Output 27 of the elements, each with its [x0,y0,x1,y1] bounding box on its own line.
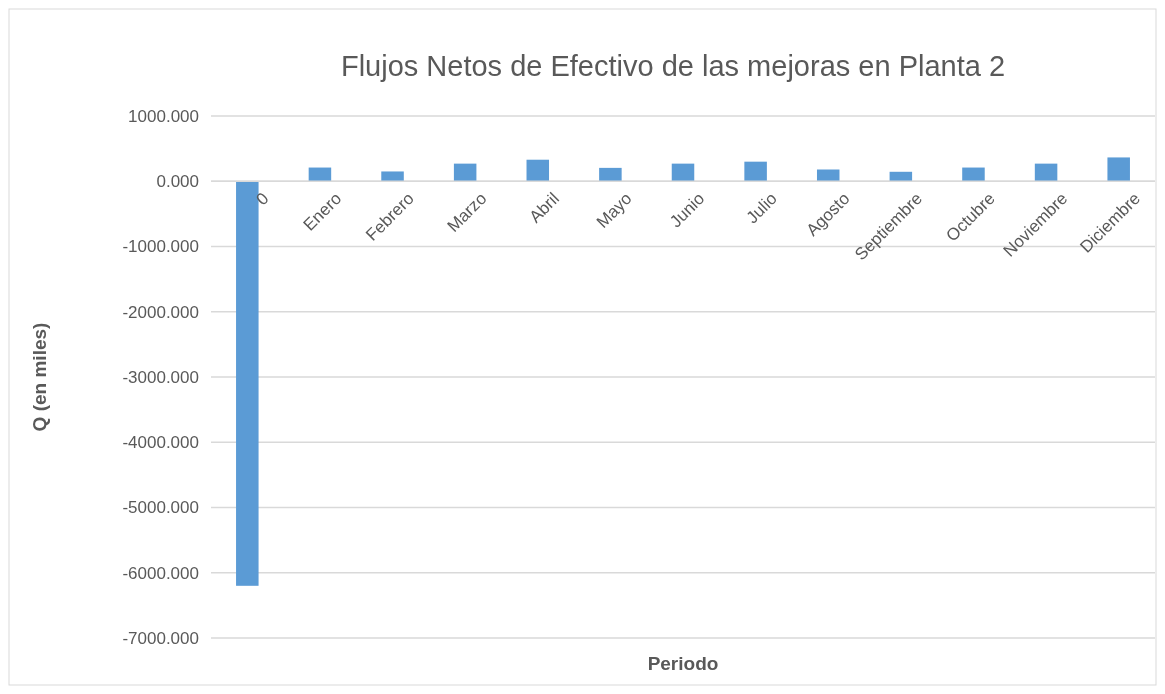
bar [744,161,767,182]
bar [599,167,622,182]
y-tick-label: 0.000 [156,172,199,192]
x-tick-label: 0 [252,189,273,210]
x-tick-label: Julio [742,189,781,228]
x-axis-title: Periodo [647,653,719,674]
y-tick-label: -5000.000 [122,498,199,518]
y-tick-label: -6000.000 [122,563,199,583]
bar [1034,163,1058,182]
y-tick-label: -4000.000 [122,433,199,453]
bar [308,167,332,182]
y-tick-label: -7000.000 [122,628,199,648]
y-axis-title: Q (en miles) [29,322,50,432]
chart-title: Flujos Netos de Efectivo de las mejoras en Planta 2 [340,50,1006,82]
bar [816,169,840,182]
bar [526,159,550,182]
bar [1107,157,1130,182]
y-tick-label: -3000.000 [122,367,199,387]
bar [236,181,259,586]
bar [962,167,985,182]
bar [381,171,404,182]
y-tick-label: 1000.000 [128,106,199,126]
y-tick-label: -2000.000 [122,302,199,322]
bar [889,171,913,182]
bar [671,163,695,182]
bar [453,163,477,182]
y-tick-label: -1000.000 [122,237,199,257]
